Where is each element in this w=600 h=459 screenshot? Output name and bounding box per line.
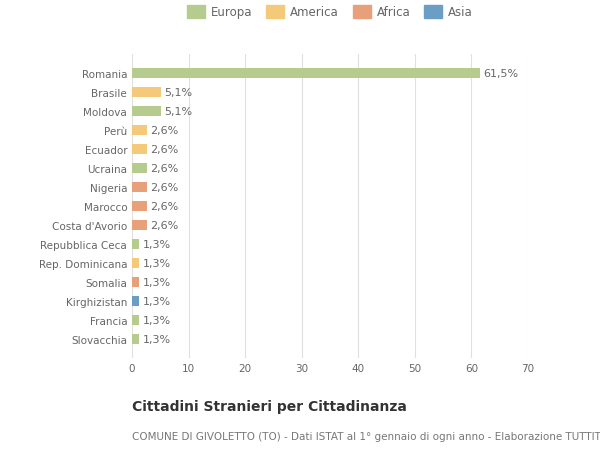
Text: 2,6%: 2,6% — [150, 220, 178, 230]
Bar — [132, 334, 139, 344]
Bar — [132, 315, 139, 325]
Legend: Europa, America, Africa, Asia: Europa, America, Africa, Asia — [187, 6, 473, 19]
Text: 5,1%: 5,1% — [164, 88, 193, 98]
Text: 1,3%: 1,3% — [143, 258, 171, 269]
Bar — [132, 145, 147, 155]
Bar — [132, 258, 139, 269]
Bar — [132, 239, 139, 250]
Bar — [132, 126, 147, 136]
Text: 61,5%: 61,5% — [484, 69, 518, 79]
Bar — [132, 163, 147, 174]
Bar — [132, 106, 161, 117]
Bar — [132, 220, 147, 231]
Bar — [132, 296, 139, 307]
Text: 2,6%: 2,6% — [150, 183, 178, 193]
Text: 2,6%: 2,6% — [150, 164, 178, 174]
Text: 1,3%: 1,3% — [143, 334, 171, 344]
Text: 1,3%: 1,3% — [143, 277, 171, 287]
Bar — [132, 88, 161, 98]
Bar — [132, 277, 139, 287]
Text: 2,6%: 2,6% — [150, 126, 178, 136]
Text: 5,1%: 5,1% — [164, 107, 193, 117]
Text: 2,6%: 2,6% — [150, 202, 178, 212]
Bar — [132, 69, 480, 79]
Text: COMUNE DI GIVOLETTO (TO) - Dati ISTAT al 1° gennaio di ogni anno - Elaborazione : COMUNE DI GIVOLETTO (TO) - Dati ISTAT al… — [132, 431, 600, 442]
Text: 1,3%: 1,3% — [143, 315, 171, 325]
Text: 1,3%: 1,3% — [143, 240, 171, 249]
Text: 1,3%: 1,3% — [143, 296, 171, 306]
Text: Cittadini Stranieri per Cittadinanza: Cittadini Stranieri per Cittadinanza — [132, 399, 407, 413]
Bar — [132, 182, 147, 193]
Text: 2,6%: 2,6% — [150, 145, 178, 155]
Bar — [132, 202, 147, 212]
